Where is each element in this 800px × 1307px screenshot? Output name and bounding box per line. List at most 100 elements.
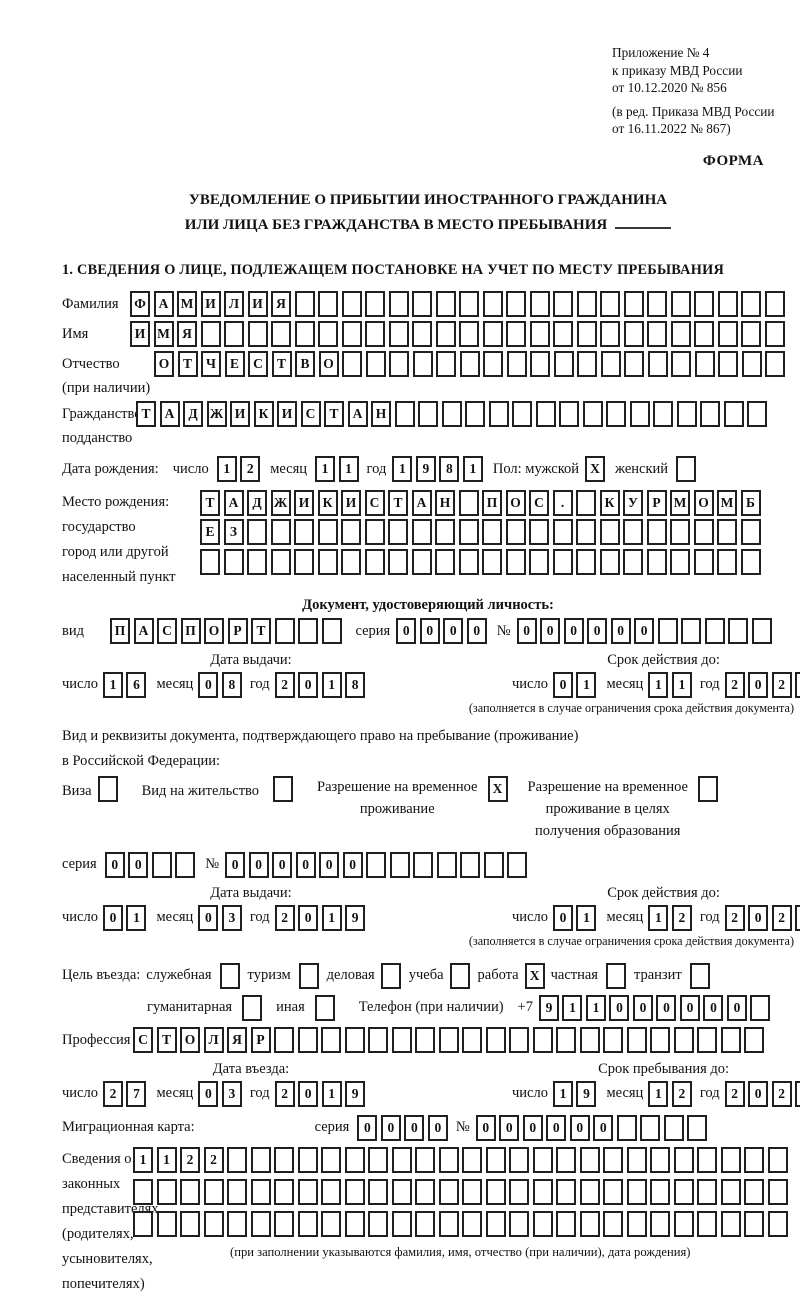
form-cell[interactable]	[389, 350, 409, 377]
form-cell[interactable]: 1	[392, 456, 413, 482]
form-cell[interactable]	[507, 851, 528, 878]
form-cell[interactable]: 1	[102, 671, 123, 698]
form-cell[interactable]	[482, 290, 503, 317]
form-cell[interactable]	[744, 1027, 764, 1053]
form-cell[interactable]	[200, 320, 221, 347]
form-cell[interactable]	[344, 1178, 365, 1205]
form-cell[interactable]	[623, 290, 644, 317]
form-cell[interactable]	[673, 1146, 694, 1173]
form-cell[interactable]: 0	[703, 994, 724, 1021]
form-cell[interactable]	[579, 1027, 600, 1053]
form-cell[interactable]	[180, 1178, 200, 1205]
form-cell[interactable]: Я	[177, 320, 197, 347]
form-cell[interactable]: 9	[345, 904, 366, 931]
form-cell[interactable]	[532, 1146, 553, 1173]
form-cell[interactable]	[728, 618, 749, 644]
form-cell[interactable]	[368, 1178, 388, 1205]
form-cell[interactable]	[460, 851, 481, 878]
form-cell[interactable]	[413, 851, 434, 878]
form-cell[interactable]	[764, 320, 785, 347]
form-cell[interactable]: X	[524, 962, 545, 989]
form-cell[interactable]: Т	[251, 618, 271, 644]
form-cell[interactable]	[298, 618, 318, 644]
form-cell[interactable]	[626, 1210, 647, 1237]
form-cell[interactable]	[553, 290, 573, 317]
form-cell[interactable]	[435, 290, 456, 317]
form-cell[interactable]	[764, 290, 785, 317]
form-cell[interactable]: Ж	[270, 489, 291, 516]
form-cell[interactable]: 0	[380, 1114, 401, 1141]
form-cell[interactable]	[717, 519, 737, 545]
form-cell[interactable]	[720, 1027, 741, 1053]
form-cell[interactable]	[321, 1210, 341, 1237]
form-cell[interactable]	[247, 519, 267, 545]
form-cell[interactable]: Д	[183, 400, 203, 427]
form-cell[interactable]	[626, 1146, 647, 1173]
form-cell[interactable]: 0	[443, 618, 464, 644]
form-cell[interactable]: 0	[656, 994, 677, 1021]
form-cell[interactable]	[175, 851, 196, 878]
form-cell[interactable]: 1	[648, 904, 669, 931]
form-cell[interactable]: 2	[771, 1080, 792, 1107]
form-cell[interactable]	[436, 350, 456, 377]
form-cell[interactable]: 0	[357, 1114, 378, 1141]
form-cell[interactable]: 0	[726, 994, 747, 1021]
form-cell[interactable]	[577, 350, 597, 377]
form-cell[interactable]: Т	[324, 400, 344, 427]
form-cell[interactable]	[552, 519, 573, 545]
form-cell[interactable]	[317, 519, 338, 545]
form-cell[interactable]: 0	[427, 1114, 448, 1141]
form-cell[interactable]	[509, 1178, 529, 1205]
form-cell[interactable]	[741, 350, 762, 377]
form-cell[interactable]: А	[153, 290, 174, 317]
form-cell[interactable]	[438, 1146, 459, 1173]
form-cell[interactable]	[532, 1210, 553, 1237]
form-cell[interactable]	[365, 350, 386, 377]
form-cell[interactable]	[532, 1178, 553, 1205]
form-cell[interactable]	[697, 1178, 717, 1205]
form-cell[interactable]	[415, 1027, 435, 1053]
form-cell[interactable]: З	[223, 519, 244, 545]
form-cell[interactable]	[744, 1210, 764, 1237]
form-cell[interactable]	[388, 290, 409, 317]
form-cell[interactable]	[600, 290, 620, 317]
form-cell[interactable]: 0	[634, 618, 655, 644]
form-cell[interactable]: Я	[271, 290, 291, 317]
form-cell[interactable]: Ф	[130, 290, 150, 317]
form-cell[interactable]: 5	[795, 671, 800, 698]
form-cell[interactable]: Е	[200, 519, 220, 545]
form-cell[interactable]	[647, 350, 668, 377]
form-cell[interactable]: 2	[771, 904, 792, 931]
form-cell[interactable]: 0	[102, 904, 123, 931]
form-cell[interactable]	[180, 1210, 200, 1237]
form-cell[interactable]	[767, 1210, 788, 1237]
form-cell[interactable]	[559, 400, 579, 427]
form-cell[interactable]	[676, 456, 697, 482]
form-cell[interactable]: 0	[748, 671, 769, 698]
form-cell[interactable]	[415, 1146, 435, 1173]
form-cell[interactable]: 0	[225, 851, 246, 878]
form-cell[interactable]	[673, 1178, 694, 1205]
form-cell[interactable]	[650, 1146, 670, 1173]
form-cell[interactable]: 0	[609, 994, 630, 1021]
form-cell[interactable]	[294, 290, 315, 317]
form-cell[interactable]: 0	[546, 1114, 567, 1141]
form-cell[interactable]: 2	[771, 671, 792, 698]
form-cell[interactable]	[298, 962, 319, 989]
form-cell[interactable]	[673, 1027, 694, 1053]
form-cell[interactable]	[294, 519, 314, 545]
form-cell[interactable]	[459, 320, 479, 347]
form-cell[interactable]: 0	[198, 1080, 219, 1107]
form-cell[interactable]: 0	[748, 904, 769, 931]
form-cell[interactable]	[582, 400, 603, 427]
form-cell[interactable]	[670, 290, 691, 317]
form-cell[interactable]	[671, 350, 691, 377]
form-cell[interactable]	[505, 519, 526, 545]
form-cell[interactable]: 0	[610, 618, 631, 644]
form-cell[interactable]	[751, 618, 772, 644]
form-cell[interactable]: П	[180, 618, 201, 644]
form-cell[interactable]	[535, 400, 556, 427]
form-cell[interactable]: К	[599, 489, 620, 516]
form-cell[interactable]: Л	[224, 290, 244, 317]
form-cell[interactable]	[600, 320, 620, 347]
